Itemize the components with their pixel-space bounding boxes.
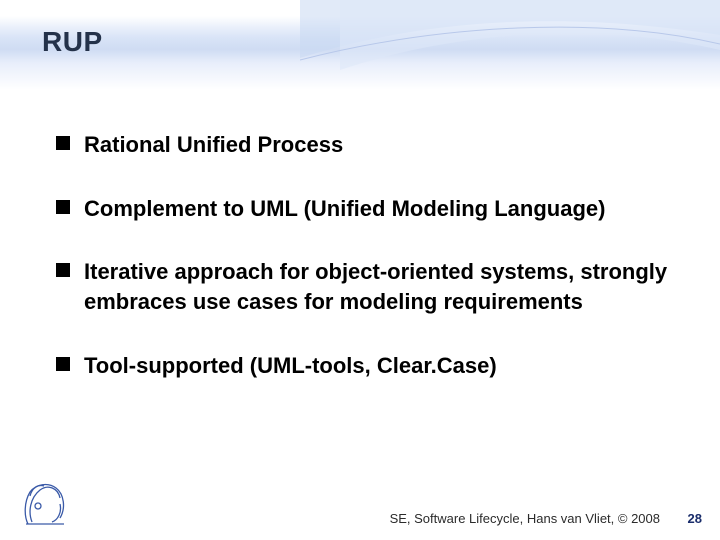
square-bullet-icon [56,200,70,214]
square-bullet-icon [56,357,70,371]
slide: RUP Rational Unified Process Complement … [0,0,720,540]
slide-title: RUP [42,26,103,58]
footer-text: SE, Software Lifecycle, Hans van Vliet, … [390,511,660,526]
header-band [0,0,720,90]
square-bullet-icon [56,263,70,277]
bullet-item: Iterative approach for object-oriented s… [56,257,680,316]
bullet-text: Tool-supported (UML-tools, Clear.Case) [84,351,497,381]
bullet-item: Rational Unified Process [56,130,680,160]
bullet-item: Tool-supported (UML-tools, Clear.Case) [56,351,680,381]
logo-icon [18,478,70,530]
bullet-text: Rational Unified Process [84,130,343,160]
bullet-text: Iterative approach for object-oriented s… [84,257,680,316]
square-bullet-icon [56,136,70,150]
bullet-text: Complement to UML (Unified Modeling Lang… [84,194,605,224]
bullet-item: Complement to UML (Unified Modeling Lang… [56,194,680,224]
bullet-list: Rational Unified Process Complement to U… [56,130,680,414]
page-number: 28 [688,511,702,526]
